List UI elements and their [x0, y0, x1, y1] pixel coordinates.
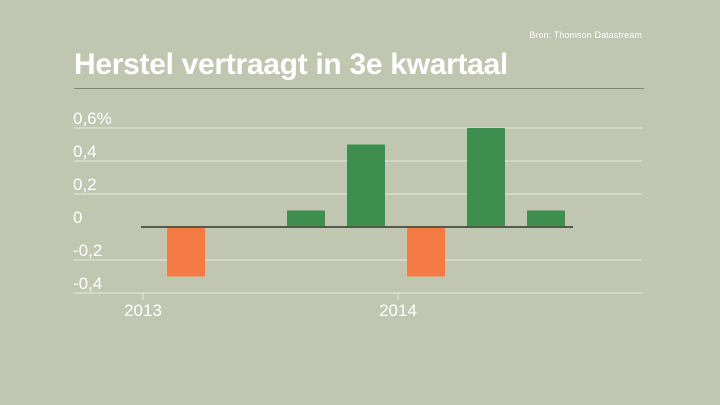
title-divider — [74, 88, 644, 89]
y-tick-label: 0,2 — [73, 175, 97, 194]
x-tick-label: 2014 — [379, 301, 417, 320]
chart-title: Herstel vertraagt in 3e kwartaal — [74, 48, 508, 81]
y-tick-label: -0,4 — [73, 274, 102, 293]
y-tick-label: 0,4 — [73, 142, 97, 161]
y-tick-label: 0,6% — [73, 109, 112, 128]
source-note: Bron: Thomson Datastream — [529, 30, 642, 40]
bar-2013-q4 — [287, 210, 325, 227]
x-tick-label: 2013 — [124, 301, 162, 320]
bar-2014-q4 — [527, 210, 565, 227]
bar-2014-q3 — [467, 128, 505, 227]
y-tick-label: 0 — [73, 208, 82, 227]
bar-2013-q2 — [167, 227, 205, 277]
y-tick-label: -0,2 — [73, 241, 102, 260]
bar-2014-q1 — [347, 144, 385, 227]
bar-2014-q2 — [407, 227, 445, 277]
